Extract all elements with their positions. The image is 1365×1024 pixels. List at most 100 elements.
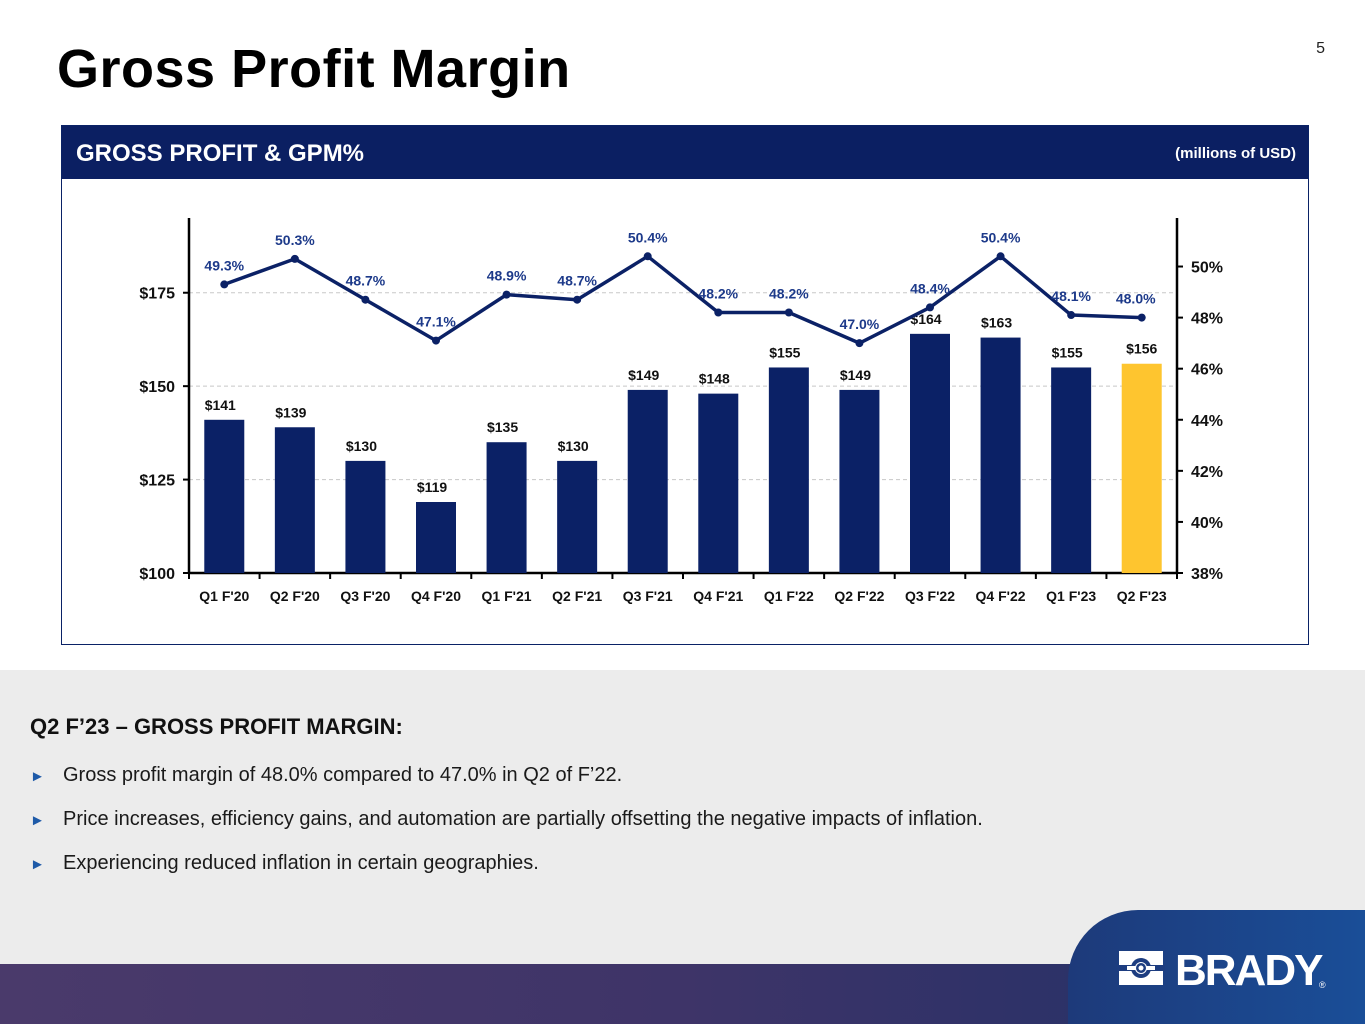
panel-title: GROSS PROFIT & GPM% [76, 140, 365, 167]
brady-emblem-icon [1117, 951, 1165, 985]
bullet-arrow-icon: ► [30, 812, 45, 829]
bar [980, 337, 1021, 573]
commentary-heading: Q2 F’23 – GROSS PROFIT MARGIN: [30, 714, 403, 739]
panel-header: GROSS PROFIT & GPM% (millions of USD) [62, 126, 1308, 179]
right-axis-tick-label: 48% [1191, 311, 1223, 328]
gpm-data-label: 50.3% [275, 232, 315, 248]
bullet-item: ► Price increases, efficiency gains, and … [30, 808, 983, 831]
x-axis-tick-label: Q4 F'21 [693, 588, 743, 604]
x-axis-tick-label: Q2 F'22 [834, 588, 884, 604]
bullet-arrow-icon: ► [30, 856, 45, 873]
x-axis-tick-label: Q1 F'20 [199, 588, 249, 604]
gpm-point [361, 295, 370, 304]
gross-profit-chart: $100 $125 $150 $175 38% 40% 42% 44% 46% 48% 50% Q1 … [139, 218, 1223, 604]
bar-data-label: $130 [346, 438, 377, 454]
bar [698, 393, 739, 573]
x-axis-tick-label: Q4 F'22 [976, 588, 1026, 604]
bar-data-label: $163 [981, 315, 1012, 331]
x-axis-tick-label: Q3 F'21 [623, 588, 673, 604]
bar-data-label: $141 [205, 397, 236, 413]
x-axis-tick-label: Q2 F'23 [1117, 588, 1167, 604]
gpm-data-label: 48.7% [557, 273, 597, 289]
gpm-data-label: 49.3% [204, 257, 244, 273]
x-axis-tick-label: Q2 F'20 [270, 588, 320, 604]
bullet-text: Price increases, efficiency gains, and a… [63, 808, 983, 830]
gpm-point [1067, 311, 1076, 320]
left-axis-tick-label: $150 [139, 379, 175, 396]
bar [1121, 363, 1162, 573]
right-axis-tick-label: 46% [1191, 362, 1223, 379]
left-axis-tick-label: $100 [139, 566, 175, 583]
gpm-point [996, 252, 1005, 261]
chart-panel: GROSS PROFIT & GPM% (millions of USD) $1… [61, 125, 1309, 645]
gpm-point [502, 290, 511, 299]
bar [557, 460, 598, 573]
bullet-item: ► Experiencing reduced inflation in certa… [30, 852, 539, 875]
gpm-data-label: 48.1% [1051, 288, 1091, 304]
gpm-data-label: 48.9% [487, 268, 527, 284]
bar-data-label: $139 [275, 404, 306, 420]
bar [768, 367, 809, 573]
bullet-text: Gross profit margin of 48.0% compared to… [63, 764, 623, 786]
brady-logo: BRADY ® [1117, 946, 1326, 993]
bar-data-label: $149 [840, 367, 871, 383]
bar-data-label: $156 [1126, 341, 1157, 357]
brand-name: BRADY [1175, 946, 1323, 993]
gpm-point [1137, 313, 1146, 322]
page-title: Gross Profit Margin [57, 39, 571, 99]
x-axis-tick-label: Q2 F'21 [552, 588, 602, 604]
right-axis-tick-label: 50% [1191, 260, 1223, 277]
bar-data-label: $155 [769, 344, 800, 360]
x-axis-tick-label: Q1 F'22 [764, 588, 814, 604]
gpm-point [784, 308, 793, 317]
bar [274, 427, 315, 573]
x-axis-tick-label: Q3 F'22 [905, 588, 955, 604]
gpm-line [223, 254, 1142, 345]
gpm-point [643, 252, 652, 261]
bar-data-label: $148 [699, 371, 730, 387]
registered-mark: ® [1319, 980, 1326, 990]
bar [910, 333, 950, 573]
bar-data-label: $155 [1052, 344, 1083, 360]
left-axis-tick-label: $175 [139, 286, 175, 303]
gpm-data-label: 47.0% [840, 316, 880, 332]
bar-data-label: $130 [558, 438, 589, 454]
x-axis-tick-label: Q4 F'20 [411, 588, 461, 604]
gpm-point [855, 339, 864, 348]
bar [416, 502, 456, 573]
bar [1051, 367, 1092, 573]
gpm-point [714, 308, 723, 317]
gpm-data-label: 48.7% [346, 273, 386, 289]
gpm-data-label: 48.4% [910, 280, 950, 296]
gpm-point [220, 280, 229, 289]
x-axis-tick-label: Q1 F'23 [1046, 588, 1096, 604]
bullet-item: ► Gross profit margin of 48.0% compared t… [30, 764, 622, 787]
gpm-point [432, 336, 440, 345]
bar [627, 389, 668, 573]
bar [345, 460, 386, 573]
bar [486, 442, 527, 573]
left-axis-tick-label: $125 [139, 473, 175, 490]
bullet-arrow-icon: ► [30, 768, 45, 785]
bar [839, 389, 880, 573]
gpm-data-label: 48.2% [698, 285, 738, 301]
page-number: 5 [1316, 40, 1325, 57]
gpm-point [290, 254, 299, 263]
right-axis-tick-label: 42% [1191, 464, 1223, 481]
gpm-data-label: 47.1% [416, 314, 456, 330]
right-axis-tick-label: 40% [1191, 515, 1223, 532]
bar-data-label: $119 [417, 479, 448, 495]
gpm-data-label: 50.4% [981, 229, 1021, 245]
gpm-data-label: 50.4% [628, 229, 668, 245]
bar-data-label: $149 [628, 367, 659, 383]
bullet-text: Experiencing reduced inflation in certai… [63, 852, 539, 874]
gpm-data-label: 48.0% [1116, 291, 1156, 307]
bar-data-label: $135 [487, 419, 518, 435]
gpm-point [926, 303, 934, 312]
gpm-data-label: 48.2% [769, 285, 809, 301]
x-axis-tick-label: Q3 F'20 [340, 588, 390, 604]
right-axis-tick-label: 38% [1191, 566, 1223, 583]
gpm-point [573, 295, 582, 304]
units-label: (millions of USD) [1175, 145, 1296, 162]
bar [204, 419, 245, 573]
